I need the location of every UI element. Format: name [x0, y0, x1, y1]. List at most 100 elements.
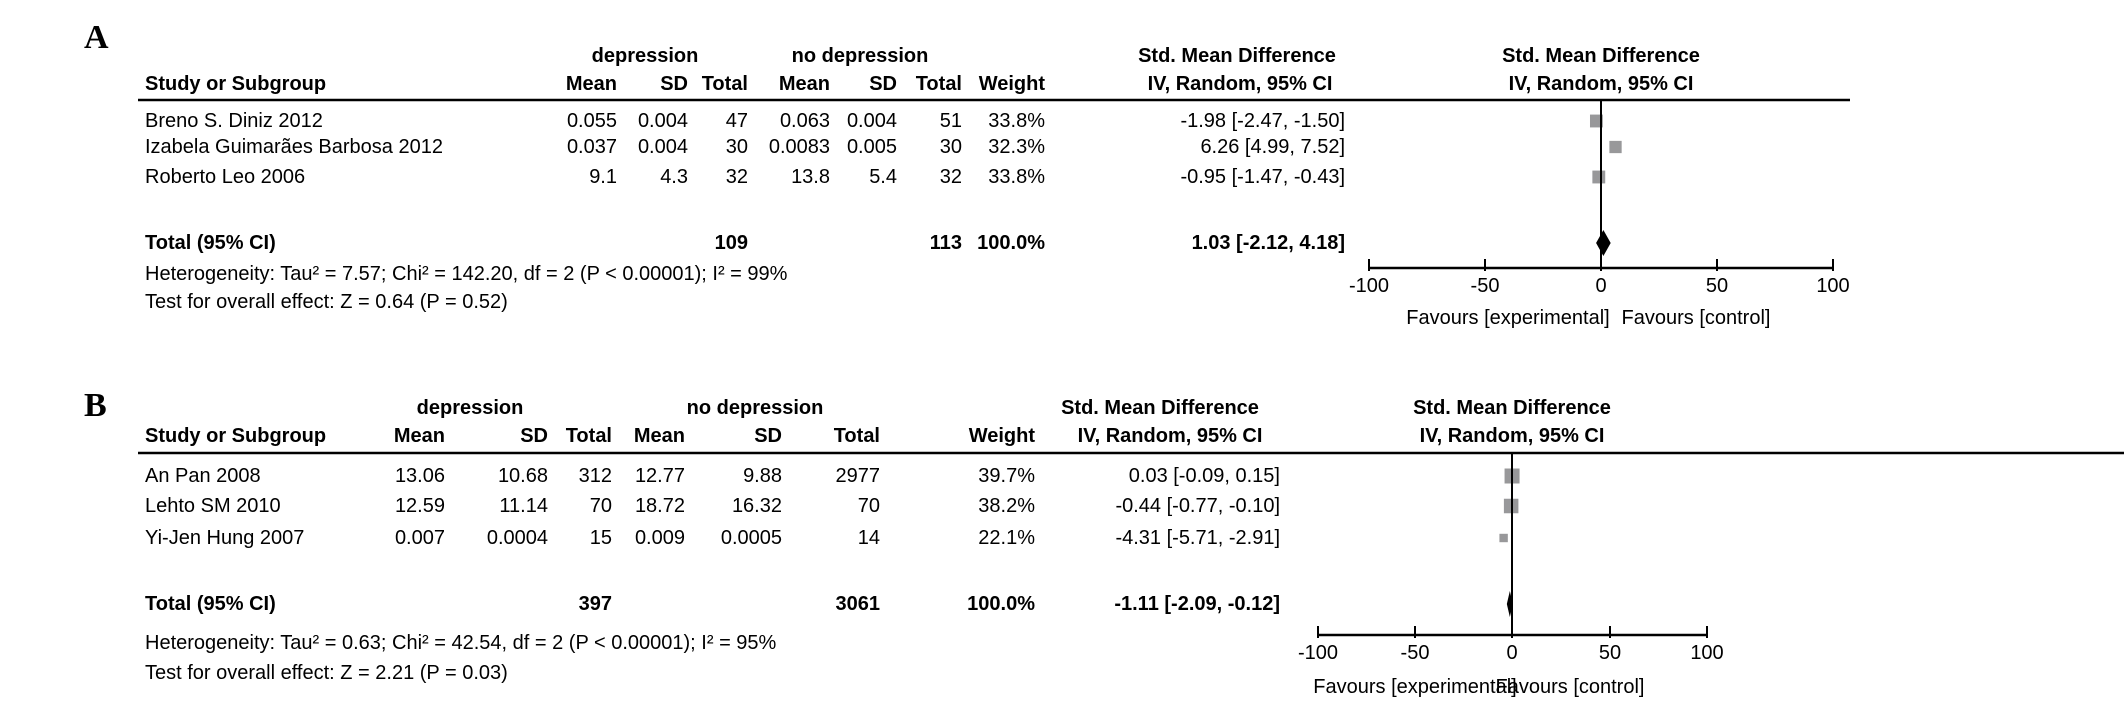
col-header-total-ctrl: Total: [833, 425, 880, 447]
study-exp-total: 32: [725, 166, 748, 188]
forest-square: [1589, 114, 1603, 128]
study-weight: 33.8%: [988, 110, 1045, 132]
study-exp-mean: 12.59: [394, 495, 445, 517]
col-header-sd-exp: SD: [520, 425, 548, 447]
study-exp-mean: 0.055: [566, 110, 617, 132]
study-weight: 33.8%: [988, 166, 1045, 188]
study-ctrl-sd: 5.4: [869, 166, 897, 188]
study-ci: 6.26 [4.99, 7.52]: [1200, 136, 1345, 158]
effect-header-plot: Std. Mean Difference: [1413, 397, 1611, 419]
col-header-mean-exp: Mean: [393, 425, 445, 447]
study-ctrl-total: 70: [857, 495, 880, 517]
heterogeneity-text: Heterogeneity: Tau² = 0.63; Chi² = 42.54…: [145, 632, 777, 654]
method-header-table: IV, Random, 95% CI: [1147, 73, 1333, 95]
study-weight: 38.2%: [978, 495, 1035, 517]
study-exp-total: 47: [725, 110, 748, 132]
study-exp-total: 15: [589, 527, 612, 549]
total-label: Total (95% CI): [145, 593, 276, 615]
forest-square: [1592, 170, 1606, 184]
study-name: Lehto SM 2010: [145, 495, 281, 517]
axis-tick-label: -100: [1348, 275, 1390, 297]
study-name: Yi-Jen Hung 2007: [145, 527, 305, 549]
col-header-sd-ctrl: SD: [754, 425, 782, 447]
total-weight: 100.0%: [977, 232, 1045, 254]
group-header-control: no depression: [791, 45, 929, 67]
study-exp-sd: 4.3: [660, 166, 688, 188]
summary-diamond: [1596, 230, 1611, 256]
method-header-plot: IV, Random, 95% CI: [1419, 425, 1605, 447]
study-ctrl-total: 14: [857, 527, 880, 549]
favours-left-label: Favours [experimental]: [1313, 676, 1517, 698]
favours-right-label: Favours [control]: [1495, 676, 1645, 698]
study-ctrl-total: 2977: [835, 465, 881, 487]
study-exp-mean: 13.06: [394, 465, 445, 487]
study-ctrl-total: 51: [939, 110, 962, 132]
forest-square: [1609, 140, 1622, 154]
panel-label: B: [84, 387, 107, 424]
col-header-sd-ctrl: SD: [869, 73, 897, 95]
study-ctrl-mean: 12.77: [634, 465, 685, 487]
total-exp: 397: [578, 593, 612, 615]
panel-label: A: [84, 19, 109, 56]
study-ci: -0.95 [-1.47, -0.43]: [1180, 166, 1345, 188]
study-ctrl-mean: 13.8: [791, 166, 830, 188]
method-header-plot: IV, Random, 95% CI: [1508, 73, 1694, 95]
total-exp: 109: [714, 232, 748, 254]
study-exp-sd: 0.0004: [486, 527, 548, 549]
study-ctrl-mean: 0.0083: [768, 136, 830, 158]
study-ctrl-mean: 0.063: [779, 110, 830, 132]
axis-tick-label: 0: [1595, 275, 1607, 297]
group-header-experimental: depression: [591, 45, 699, 67]
study-weight: 39.7%: [978, 465, 1035, 487]
forest-square: [1503, 498, 1519, 514]
summary-diamond: [1506, 591, 1513, 617]
study-name: An Pan 2008: [145, 465, 261, 487]
total-ci: 1.03 [-2.12, 4.18]: [1191, 232, 1345, 254]
col-header-weight: Weight: [968, 425, 1035, 447]
col-header-mean-exp: Mean: [565, 73, 617, 95]
col-header-weight: Weight: [978, 73, 1045, 95]
study-name: Izabela Guimarães Barbosa 2012: [145, 136, 443, 158]
study-weight: 32.3%: [988, 136, 1045, 158]
col-header-total-ctrl: Total: [915, 73, 962, 95]
col-header-sd-exp: SD: [660, 73, 688, 95]
study-ctrl-total: 32: [939, 166, 962, 188]
col-header-total-exp: Total: [565, 425, 612, 447]
total-ctrl: 3061: [835, 593, 881, 615]
axis-tick-label: 50: [1705, 275, 1729, 297]
study-exp-total: 30: [725, 136, 748, 158]
heterogeneity-text: Heterogeneity: Tau² = 7.57; Chi² = 142.2…: [145, 263, 788, 285]
study-ctrl-mean: 18.72: [634, 495, 685, 517]
study-name: Roberto Leo 2006: [145, 166, 306, 188]
study-exp-mean: 9.1: [589, 166, 617, 188]
group-header-control: no depression: [686, 397, 824, 419]
study-ctrl-total: 30: [939, 136, 962, 158]
overall-effect-text: Test for overall effect: Z = 2.21 (P = 0…: [145, 662, 508, 684]
study-ctrl-mean: 0.009: [634, 527, 685, 549]
favours-left-label: Favours [experimental]: [1406, 307, 1610, 329]
total-ci: -1.11 [-2.09, -0.12]: [1114, 593, 1280, 615]
group-header-experimental: depression: [416, 397, 524, 419]
study-exp-total: 312: [578, 465, 612, 487]
effect-header-plot: Std. Mean Difference: [1502, 45, 1700, 67]
study-ctrl-sd: 0.0005: [720, 527, 782, 549]
study-exp-sd: 0.004: [637, 136, 688, 158]
forest-square: [1499, 533, 1508, 543]
effect-header-table: Std. Mean Difference: [1061, 397, 1259, 419]
axis-tick-label: 50: [1598, 642, 1622, 664]
axis-tick-label: 0: [1506, 642, 1518, 664]
study-exp-sd: 11.14: [499, 495, 548, 517]
axis-tick-label: -50: [1470, 275, 1500, 297]
study-exp-mean: 0.007: [394, 527, 445, 549]
total-ctrl: 113: [929, 232, 962, 254]
effect-header-table: Std. Mean Difference: [1138, 45, 1336, 67]
favours-right-label: Favours [control]: [1621, 307, 1771, 329]
study-exp-total: 70: [589, 495, 612, 517]
axis-tick-label: 100: [1816, 275, 1850, 297]
total-weight: 100.0%: [967, 593, 1035, 615]
overall-effect-text: Test for overall effect: Z = 0.64 (P = 0…: [145, 291, 508, 313]
study-ci: -1.98 [-2.47, -1.50]: [1180, 110, 1345, 132]
total-label: Total (95% CI): [145, 232, 276, 254]
study-ci: -0.44 [-0.77, -0.10]: [1115, 495, 1280, 517]
study-ctrl-sd: 0.005: [846, 136, 897, 158]
